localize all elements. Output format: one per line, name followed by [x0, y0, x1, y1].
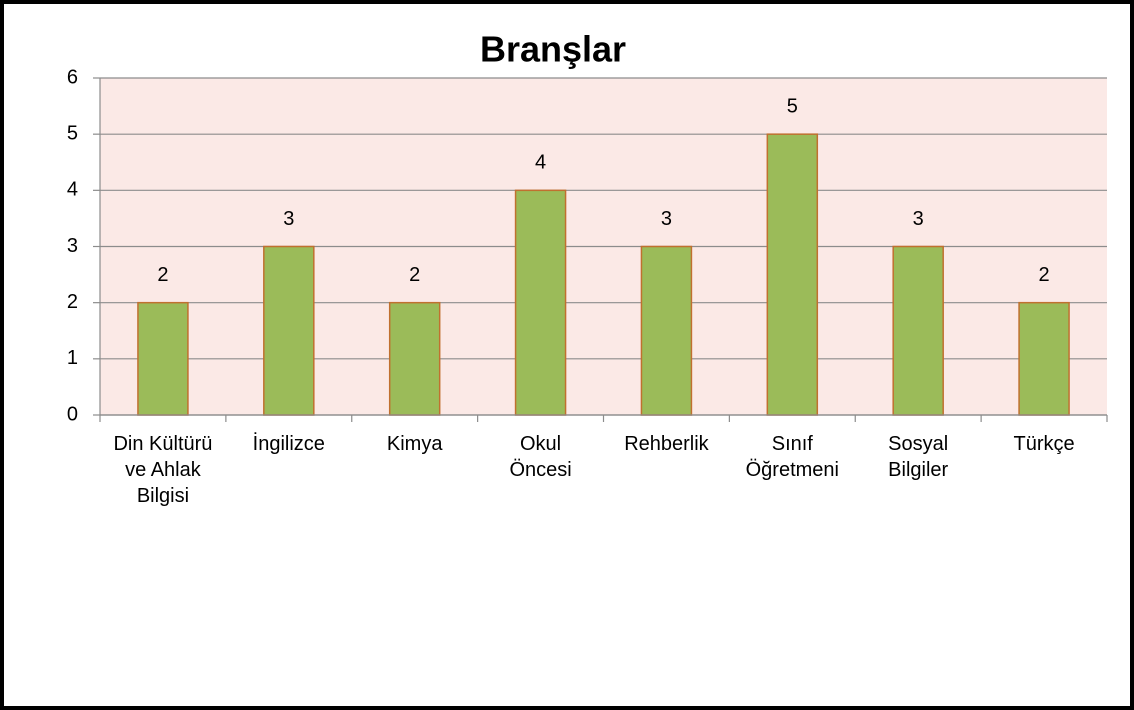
data-label: 4 — [535, 152, 546, 174]
x-tick-label-line: Kimya — [387, 433, 443, 455]
x-tick-label: Din Kültürü ve Ahlak Bilgisi — [113, 433, 212, 507]
x-tick-label-line: Din Kültürü — [113, 433, 212, 455]
x-tick-label-line: Öğretmeni — [746, 459, 839, 481]
x-tick-label: Türkçe — [1014, 433, 1075, 455]
y-tick-label: 6 — [67, 66, 78, 88]
x-tick-label-line: ve Ahlak — [125, 459, 202, 481]
x-tick-label-line: Bilgisi — [137, 485, 189, 507]
y-tick-label: 2 — [67, 291, 78, 313]
x-tick-label: Sınıf Öğretmeni — [746, 433, 839, 481]
data-label: 3 — [661, 208, 672, 230]
bar — [892, 245, 944, 416]
x-tick-label-line: Türkçe — [1014, 433, 1075, 455]
x-tick-label-line: Sosyal — [888, 433, 948, 455]
x-tick-label: İngilizce — [253, 432, 325, 455]
x-tick-label-line: İngilizce — [253, 432, 325, 455]
data-label: 3 — [283, 208, 294, 230]
x-tick-label: Kimya — [387, 433, 443, 455]
data-label: 2 — [1039, 264, 1050, 286]
y-tick-label: 1 — [67, 347, 78, 369]
data-label: 5 — [787, 95, 798, 117]
bar — [766, 133, 819, 416]
y-tick-label: 3 — [67, 235, 78, 257]
bar — [514, 189, 567, 416]
bar — [640, 245, 693, 416]
x-tick-label-line: Okul — [520, 433, 561, 455]
x-tick-label: Okul Öncesi — [509, 433, 571, 481]
x-tick-label-line: Rehberlik — [624, 433, 709, 455]
x-tick-label-line: Sınıf — [772, 433, 814, 455]
x-tick-label: Sosyal Bilgiler — [888, 433, 948, 481]
y-tick-label: 4 — [67, 179, 78, 201]
bar — [1018, 301, 1070, 416]
bar — [388, 301, 441, 416]
data-label: 3 — [913, 208, 924, 230]
x-tick-label: Rehberlik — [624, 433, 709, 455]
bar — [263, 245, 315, 416]
chart-title: Branşlar — [480, 29, 626, 70]
data-label: 2 — [157, 264, 168, 286]
data-label: 2 — [409, 264, 420, 286]
y-tick-label: 0 — [67, 403, 78, 425]
x-tick-label-line: Öncesi — [509, 459, 571, 481]
bar — [137, 301, 189, 416]
y-tick-label: 5 — [67, 122, 78, 144]
x-tick-label-line: Bilgiler — [888, 459, 948, 481]
